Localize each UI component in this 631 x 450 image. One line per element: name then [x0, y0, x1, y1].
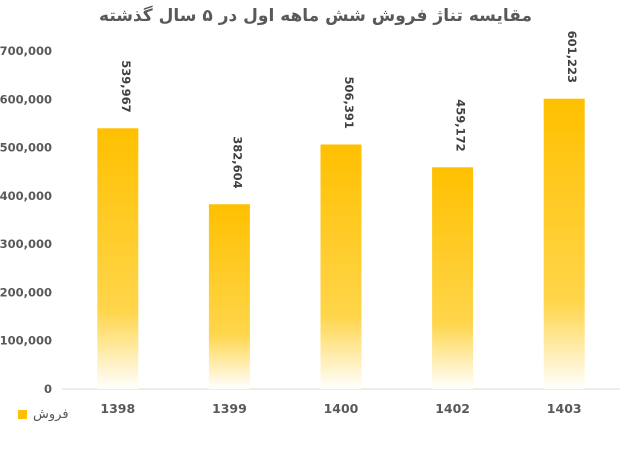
chart-title: مقایسه تناژ فروش شش ماهه اول در ۵ سال گذ… — [99, 6, 532, 26]
x-tick-label: 1403 — [547, 401, 582, 416]
x-tick-label: 1398 — [100, 401, 135, 416]
y-tick-label: 300,000 — [0, 237, 52, 251]
x-tick-label: 1400 — [324, 401, 359, 416]
y-tick-label: 400,000 — [0, 189, 52, 203]
data-label: 382,604 — [230, 136, 244, 188]
data-label: 601,223 — [565, 31, 579, 83]
bar — [543, 98, 585, 389]
y-tick-label: 0 — [44, 382, 52, 396]
x-tick-label: 1399 — [212, 401, 247, 416]
data-label: 459,172 — [454, 99, 468, 151]
y-tick-label: 500,000 — [0, 141, 52, 155]
data-label: 539,967 — [119, 60, 133, 112]
y-tick-label: 100,000 — [0, 334, 52, 348]
bar — [432, 167, 474, 389]
bar — [97, 128, 139, 389]
bar — [208, 204, 250, 389]
y-tick-label: 700,000 — [0, 44, 52, 58]
bar — [320, 144, 362, 389]
legend-swatch — [18, 410, 27, 419]
y-tick-label: 200,000 — [0, 285, 52, 299]
legend: فروش — [18, 407, 69, 422]
y-tick-label: 600,000 — [0, 92, 52, 106]
data-label: 506,391 — [342, 76, 356, 128]
legend-label: فروش — [33, 407, 69, 422]
x-tick-label: 1402 — [435, 401, 470, 416]
